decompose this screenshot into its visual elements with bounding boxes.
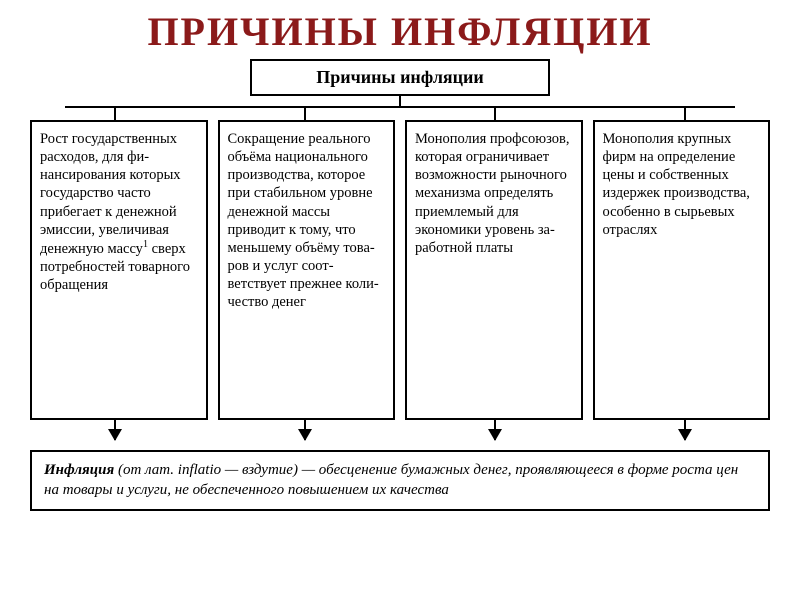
- arrows-row: [20, 420, 780, 450]
- definition-etym: (от лат. inflatio — вздутие) —: [114, 462, 319, 478]
- drop-connectors: [20, 108, 780, 120]
- root-node: Причины инфляции: [250, 59, 550, 96]
- arrow-1: [114, 420, 116, 440]
- diagram-container: Причины инфляции Рост государ­ственных р…: [20, 59, 780, 511]
- cause-box-4: Монополия крупных фирм на опре­деление ц…: [593, 120, 771, 420]
- definition-box: Инфляция (от лат. inflatio — вздутие) — …: [30, 450, 770, 511]
- drop-4: [684, 108, 686, 120]
- drop-1: [114, 108, 116, 120]
- drop-3: [494, 108, 496, 120]
- cause-box-2: Сокращение ре­ального объёма национально…: [218, 120, 396, 420]
- arrow-2: [304, 420, 306, 440]
- arrow-3: [494, 420, 496, 440]
- arrow-4: [684, 420, 686, 440]
- page-title: ПРИЧИНЫ ИНФЛЯЦИИ: [0, 0, 800, 59]
- definition-term: Инфляция: [44, 462, 114, 478]
- root-connector: [399, 96, 401, 106]
- columns-row: Рост государ­ственных рас­ходов, для фи­…: [20, 120, 780, 420]
- cause-box-3: Монополия профсоюзов, которая огра­ничив…: [405, 120, 583, 420]
- drop-2: [304, 108, 306, 120]
- cause-box-1: Рост государ­ственных рас­ходов, для фи­…: [30, 120, 208, 420]
